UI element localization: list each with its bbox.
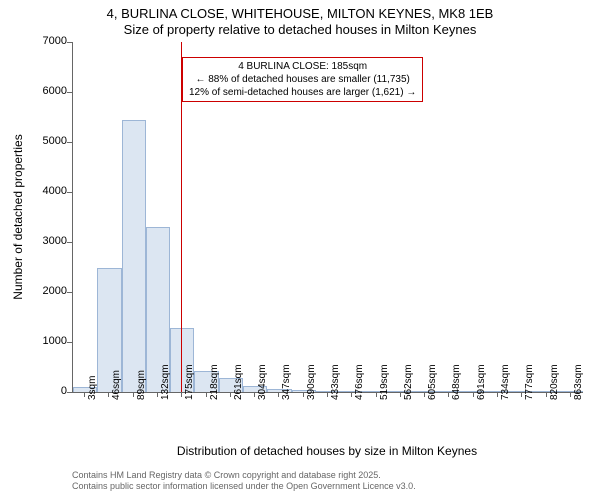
chart-title: 4, BURLINA CLOSE, WHITEHOUSE, MILTON KEY… — [0, 0, 600, 37]
xtick-label: 304sqm — [257, 364, 268, 400]
xtick-mark — [108, 392, 109, 397]
xtick-mark — [570, 392, 571, 397]
xtick-mark — [473, 392, 474, 397]
ytick-label: 3000 — [27, 235, 67, 247]
xtick-label: 3sqm — [87, 376, 98, 400]
xtick-mark — [133, 392, 134, 397]
ytick-mark — [67, 192, 72, 193]
xtick-mark — [376, 392, 377, 397]
ytick-label: 1000 — [27, 335, 67, 347]
histogram-bar — [122, 120, 146, 393]
xtick-mark — [400, 392, 401, 397]
xtick-mark — [448, 392, 449, 397]
xtick-mark — [521, 392, 522, 397]
xtick-mark — [254, 392, 255, 397]
ytick-mark — [67, 392, 72, 393]
ytick-mark — [67, 292, 72, 293]
xtick-mark — [157, 392, 158, 397]
ytick-label: 6000 — [27, 85, 67, 97]
y-axis-label: Number of detached properties — [11, 127, 25, 307]
annotation-line1: 4 BURLINA CLOSE: 185sqm — [189, 60, 416, 73]
xtick-mark — [230, 392, 231, 397]
chart-container: 4, BURLINA CLOSE, WHITEHOUSE, MILTON KEY… — [0, 0, 600, 500]
xtick-label: 433sqm — [330, 364, 341, 400]
xtick-mark — [303, 392, 304, 397]
xtick-label: 175sqm — [184, 364, 195, 400]
ytick-label: 7000 — [27, 35, 67, 47]
ytick-label: 0 — [27, 385, 67, 397]
xtick-label: 691sqm — [476, 364, 487, 400]
xtick-label: 132sqm — [160, 364, 171, 400]
annotation-box: 4 BURLINA CLOSE: 185sqm← 88% of detached… — [182, 57, 423, 102]
footer-attribution: Contains HM Land Registry data © Crown c… — [72, 470, 416, 492]
xtick-label: 46sqm — [111, 370, 122, 400]
xtick-mark — [424, 392, 425, 397]
xtick-label: 734sqm — [500, 364, 511, 400]
ytick-label: 4000 — [27, 185, 67, 197]
ytick-mark — [67, 42, 72, 43]
ytick-label: 2000 — [27, 285, 67, 297]
xtick-mark — [181, 392, 182, 397]
title-line2: Size of property relative to detached ho… — [0, 22, 600, 38]
annotation-line3: 12% of semi-detached houses are larger (… — [189, 86, 416, 99]
ytick-mark — [67, 342, 72, 343]
title-line1: 4, BURLINA CLOSE, WHITEHOUSE, MILTON KEY… — [0, 6, 600, 22]
xtick-mark — [327, 392, 328, 397]
xtick-label: 519sqm — [379, 364, 390, 400]
xtick-label: 648sqm — [451, 364, 462, 400]
xtick-label: 390sqm — [306, 364, 317, 400]
xtick-label: 820sqm — [549, 364, 560, 400]
xtick-mark — [278, 392, 279, 397]
xtick-mark — [546, 392, 547, 397]
xtick-mark — [206, 392, 207, 397]
xtick-label: 562sqm — [403, 364, 414, 400]
xtick-mark — [351, 392, 352, 397]
xtick-label: 605sqm — [427, 364, 438, 400]
xtick-label: 218sqm — [209, 364, 220, 400]
footer-line1: Contains HM Land Registry data © Crown c… — [72, 470, 416, 481]
xtick-mark — [497, 392, 498, 397]
xtick-label: 476sqm — [354, 364, 365, 400]
xtick-label: 777sqm — [524, 364, 535, 400]
xtick-label: 347sqm — [281, 364, 292, 400]
ytick-mark — [67, 242, 72, 243]
xtick-label: 261sqm — [233, 364, 244, 400]
ytick-label: 5000 — [27, 135, 67, 147]
annotation-line2: ← 88% of detached houses are smaller (11… — [189, 73, 416, 86]
ytick-mark — [67, 142, 72, 143]
xtick-label: 89sqm — [136, 370, 147, 400]
x-axis-label: Distribution of detached houses by size … — [72, 444, 582, 458]
xtick-label: 863sqm — [573, 364, 584, 400]
ytick-mark — [67, 92, 72, 93]
xtick-mark — [84, 392, 85, 397]
footer-line2: Contains public sector information licen… — [72, 481, 416, 492]
